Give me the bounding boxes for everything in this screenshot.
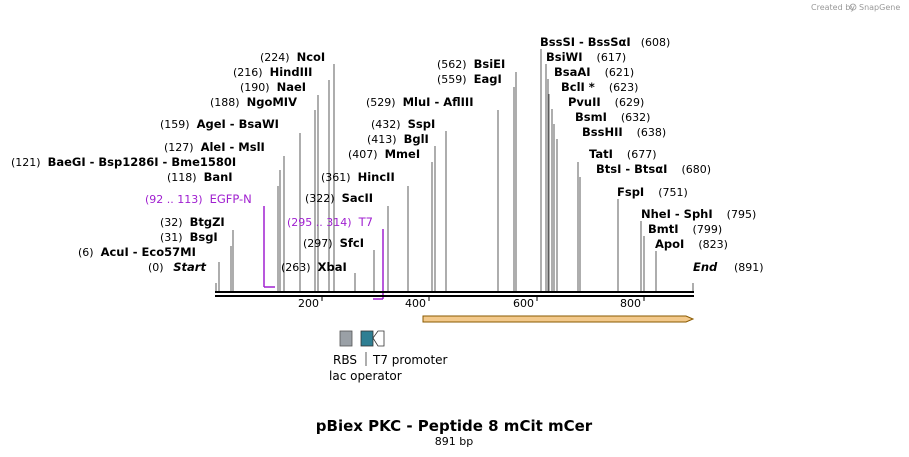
site-label[interactable]: BsmI (632)	[575, 110, 650, 124]
site-label[interactable]: (413) BglI	[367, 132, 429, 146]
site-label[interactable]: (407) MmeI	[348, 147, 420, 161]
site-label[interactable]: (322) SacII	[305, 191, 373, 205]
site-label[interactable]: (297) SfcI	[303, 236, 364, 250]
lac-operator-label: lac operator	[329, 369, 402, 383]
tick-label-800: 800	[620, 297, 641, 310]
primer-label-t7[interactable]: (295 .. 314) T7	[287, 215, 373, 229]
site-label[interactable]: (529) MluI - AflIII	[366, 95, 474, 109]
site-lines	[215, 49, 694, 291]
site-label[interactable]: (127) AleI - MslI	[164, 140, 265, 154]
site-label[interactable]: NheI - SphI (795)	[641, 207, 756, 221]
start-marker: (0) Start	[148, 260, 206, 274]
site-label[interactable]: FspI (751)	[617, 185, 688, 199]
site-label[interactable]: (190) NaeI	[240, 80, 306, 94]
primer-markers	[263, 206, 384, 300]
start-pos: (0)	[148, 261, 164, 274]
site-label[interactable]: (263) XbaI	[281, 260, 347, 274]
site-label[interactable]: (432) SspI	[371, 117, 435, 131]
site-label[interactable]: (6) AcuI - Eco57MI	[78, 245, 196, 259]
map-title: pBiex PKC - Peptide 8 mCit mCer	[316, 417, 593, 435]
tick-label-400: 400	[405, 297, 426, 310]
lac-operator-feature[interactable]	[360, 330, 374, 347]
axis-ticks	[321, 296, 645, 301]
snapgene-logo-icon	[849, 3, 857, 11]
site-label[interactable]: (562) BsiEI	[437, 57, 505, 71]
site-label[interactable]: (31) BsgI	[160, 230, 218, 244]
primer-label-egfp[interactable]: (92 .. 113) EGFP-N	[145, 192, 252, 206]
start-label: Start	[173, 260, 206, 274]
site-label[interactable]: (118) BanI	[167, 170, 233, 184]
site-label[interactable]: BsaAI (621)	[554, 65, 634, 79]
site-label[interactable]: (159) AgeI - BsaWI	[160, 117, 279, 131]
site-label[interactable]: ApoI (823)	[655, 237, 728, 251]
end-pos: (891)	[734, 261, 764, 274]
site-label[interactable]: BsiWI (617)	[546, 50, 626, 64]
rbs-label: RBS	[333, 353, 357, 367]
tick-label-200: 200	[298, 297, 319, 310]
site-label[interactable]: (32) BtgZI	[160, 215, 225, 229]
site-label[interactable]: BtsI - BtsαI (680)	[596, 162, 711, 176]
t7-promoter-label: T7 promoter	[372, 353, 448, 367]
t7-promoter-feature[interactable]	[372, 330, 385, 347]
site-label[interactable]: BclI * (623)	[561, 80, 638, 94]
site-label[interactable]: TatI (677)	[589, 147, 657, 161]
site-label[interactable]: PvuII (629)	[568, 95, 644, 109]
credit-text: Created by	[811, 3, 855, 12]
end-marker: End (891)	[693, 260, 764, 274]
rbs-feature[interactable]	[339, 330, 353, 347]
site-label[interactable]: (121) BaeGI - Bsp1286I - Bme1580I	[11, 155, 236, 169]
site-label[interactable]: (559) EagI	[437, 72, 502, 86]
orf-arrow[interactable]	[422, 315, 695, 323]
site-label[interactable]: (224) NcoI	[260, 50, 325, 64]
site-label[interactable]: (361) HincII	[321, 170, 395, 184]
site-label[interactable]: BssHII (638)	[582, 125, 666, 139]
tick-label-600: 600	[513, 297, 534, 310]
credit-brand: SnapGene	[859, 3, 900, 12]
end-label: End	[693, 260, 718, 274]
map-subtitle: 891 bp	[435, 435, 473, 448]
site-label[interactable]: BssSI - BssSαI (608)	[540, 35, 670, 49]
site-label[interactable]: (216) HindIII	[233, 65, 312, 79]
site-label[interactable]: (188) NgoMIV	[210, 95, 297, 109]
site-label[interactable]: BmtI (799)	[648, 222, 722, 236]
